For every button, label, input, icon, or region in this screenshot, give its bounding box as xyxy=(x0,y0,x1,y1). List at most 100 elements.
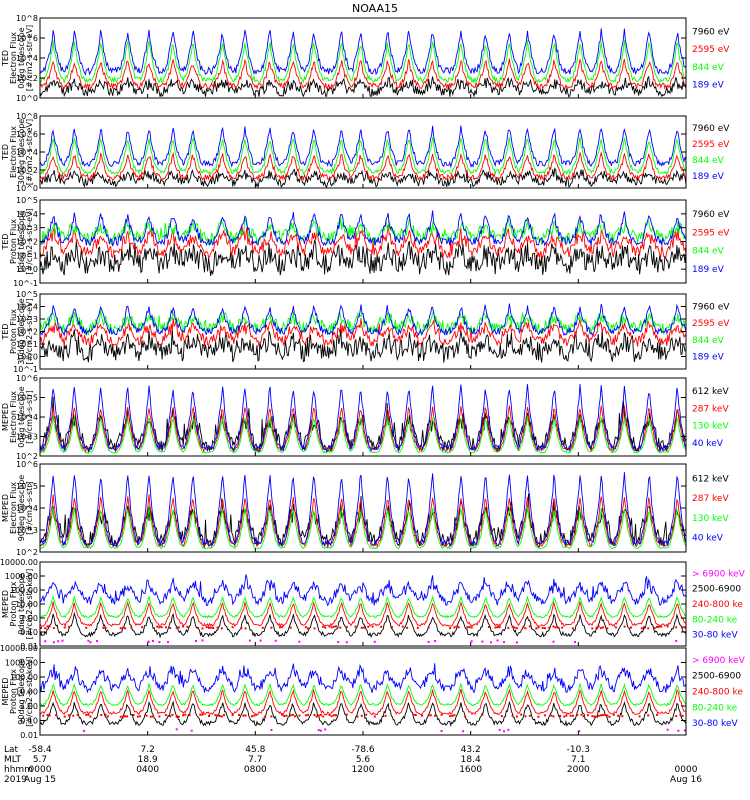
panel-7-point xyxy=(164,626,167,629)
panel-8-ylabel-line-2: Proton Flux xyxy=(9,669,18,714)
panel-7-point xyxy=(380,625,383,628)
panel-4-ylabel-line-3: 30deg telescope xyxy=(17,298,26,365)
panel-7-point xyxy=(354,625,357,628)
panel-8-point xyxy=(238,714,241,716)
panel-7-point xyxy=(556,626,559,629)
time-axis-hhmm-label: 1600 xyxy=(459,765,482,775)
panel-7-point xyxy=(434,640,437,642)
panel-7-ytick-label: 0.10 xyxy=(20,628,38,637)
panel-3-ytick-label: 10^4 xyxy=(16,210,38,219)
panel-8-point xyxy=(617,714,620,717)
panel-1-legend-entry: 189 eV xyxy=(692,81,725,91)
panel-2-ylabel-line-2: Electron Flux xyxy=(9,126,18,178)
panel-8-point xyxy=(251,715,253,718)
panel-1-ytick-label: 10^4 xyxy=(16,54,38,63)
panel-5-ytick-label: 10^5 xyxy=(16,394,38,403)
time-axis-lat-label: -78.6 xyxy=(351,745,375,755)
panel-4-ytick-label: 10^2 xyxy=(16,328,38,337)
axis-row-label: 2019 xyxy=(4,775,27,785)
panel-7-point xyxy=(141,626,144,629)
panel-7-ylabel-line-2: Proton Flux xyxy=(9,581,18,626)
panel-4-ytick-label: 10^4 xyxy=(16,303,38,312)
panel-7-point xyxy=(124,627,126,630)
panel-8-point xyxy=(449,715,452,718)
panel-7-point xyxy=(46,625,49,628)
panel-7-point xyxy=(453,626,456,629)
panel-7-point xyxy=(416,626,419,629)
panel-8-point xyxy=(177,715,180,718)
panel-2-ylabel-line-4: [#/cm2-s-str-eV] xyxy=(25,119,34,185)
panel-7-point xyxy=(332,625,335,628)
panel-7-point xyxy=(537,626,540,629)
panel-8-point xyxy=(608,715,611,718)
panel-7-ylabel-line-3: 0deg telescope xyxy=(17,573,26,634)
panel-8-point xyxy=(559,715,561,717)
panel-7-point xyxy=(367,625,370,628)
panel-8-point xyxy=(175,728,178,731)
panel-8-point xyxy=(188,714,191,717)
panel-7-point xyxy=(307,627,309,630)
panel-7-point xyxy=(595,626,598,629)
panel-7-point xyxy=(195,640,197,642)
panel-3-ytick-label: 10^5 xyxy=(16,196,38,205)
panel-7-point xyxy=(212,627,215,629)
panel-4-series-4 xyxy=(39,303,687,337)
panel-7-point xyxy=(503,641,505,644)
panel-8-point xyxy=(356,715,359,718)
panel-8-point xyxy=(328,713,331,716)
panel-4-legend-entry: 2595 eV xyxy=(692,319,730,329)
panel-7-point xyxy=(496,639,499,642)
panel-8-point xyxy=(429,714,432,717)
panel-7-point xyxy=(274,639,277,642)
panel-7-point xyxy=(457,626,460,629)
panel-8-point xyxy=(576,714,579,716)
panel-8-point xyxy=(582,715,585,718)
panel-1-ylabel-line-3: 0deg telescope xyxy=(17,27,26,88)
panel-4-ylabel-line-1: TED xyxy=(1,323,10,340)
time-axis-mlt-label: 18.4 xyxy=(461,755,481,765)
panel-8-point xyxy=(313,713,316,716)
panel-8-point xyxy=(655,713,658,716)
panel-7-point xyxy=(515,627,518,630)
panel-7-point xyxy=(289,626,292,629)
panel-8-point xyxy=(223,713,225,716)
panel-1-ylabel-line-1: TED xyxy=(1,50,10,67)
panel-7-point xyxy=(52,627,55,630)
panel-8-point xyxy=(440,730,443,732)
panel-8-point xyxy=(83,729,86,732)
panel-8-legend-entry: 80-240 ke xyxy=(692,703,738,713)
panel-8-point xyxy=(119,715,122,718)
panel-7-point xyxy=(345,626,348,629)
panel-1-ytick-label: 10^2 xyxy=(16,74,38,83)
panel-8-point xyxy=(511,714,514,717)
panel-7-point xyxy=(427,626,430,629)
panel-5-series-3 xyxy=(39,416,687,454)
panel-7-ylabel-line-4: [#/cm2-s-str-keV] xyxy=(25,569,34,640)
time-axis-hhmm-label: 1200 xyxy=(352,765,375,775)
panel-8-point xyxy=(319,713,322,716)
panel-8-point xyxy=(289,714,292,717)
panel-7-series-2 xyxy=(39,595,687,619)
panel-7-point xyxy=(535,627,538,630)
panel-8-legend-entry: 240-800 ke xyxy=(692,688,743,698)
panel-8-legend-entry: 30-80 keV xyxy=(692,719,738,729)
panel-8-point xyxy=(124,715,126,718)
panel-7-point xyxy=(675,626,678,629)
panel-1-legend-entry: 7960 eV xyxy=(692,27,730,37)
time-axis-date-label: Aug 15 xyxy=(24,775,56,785)
panel-7-point xyxy=(158,641,161,644)
panel-3-ylabel-line-1: TED xyxy=(1,233,10,250)
panel-4-legend-entry: 844 eV xyxy=(692,336,725,346)
panel-8-point xyxy=(550,714,553,717)
panel-8-point xyxy=(569,714,572,717)
panel-7-point xyxy=(401,625,404,628)
panel-8-point xyxy=(453,714,456,717)
panel-7-point xyxy=(360,626,363,629)
panel-7-point xyxy=(524,627,527,630)
panel-4-ylabel-line-4: [#/cm2-s-str-eV] xyxy=(25,298,34,364)
panel-7-ytick-label: 100.00 xyxy=(10,586,38,595)
panel-7-point xyxy=(363,626,365,629)
panel-7-point xyxy=(552,640,555,643)
panel-7-point xyxy=(63,626,66,629)
